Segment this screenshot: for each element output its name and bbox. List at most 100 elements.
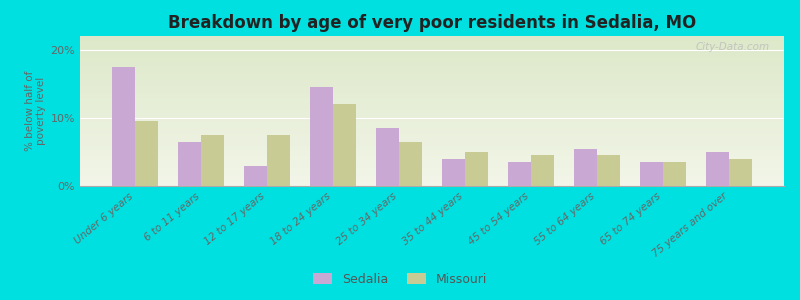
Bar [80,111,784,112]
Bar [80,40,784,42]
Bar [80,85,784,87]
Bar [80,123,784,124]
Bar [80,112,784,114]
Bar [80,98,784,99]
Bar [80,64,784,66]
Bar [80,56,784,57]
Bar [80,140,784,141]
Bar [80,52,784,54]
Bar [80,68,784,69]
Bar [80,46,784,48]
Bar [80,156,784,158]
Bar [80,167,784,168]
Bar [80,80,784,81]
Bar [80,148,784,150]
Bar [80,105,784,106]
Bar [80,141,784,142]
Bar [80,51,784,52]
Bar [80,120,784,122]
Bar [80,92,784,93]
Bar [597,155,620,186]
Bar [80,178,784,180]
Bar [80,183,784,184]
Bar [508,162,531,186]
Bar [80,100,784,102]
Bar [178,142,201,186]
Bar [112,67,135,186]
Bar [267,135,290,186]
Bar [80,150,784,152]
Bar [80,58,784,60]
Bar [80,126,784,128]
Bar [80,160,784,162]
Bar [80,42,784,44]
Bar [80,129,784,130]
Bar [80,76,784,78]
Bar [80,99,784,100]
Bar [80,72,784,74]
Bar [80,78,784,80]
Bar [135,121,158,186]
Bar [80,48,784,50]
Bar [80,90,784,92]
Bar [80,171,784,172]
Bar [399,142,422,186]
Bar [80,152,784,153]
Text: City-Data.com: City-Data.com [696,42,770,52]
Bar [80,114,784,116]
Bar [201,135,224,186]
Bar [333,104,356,186]
Bar [80,81,784,82]
Bar [80,50,784,51]
Bar [80,110,784,111]
Bar [80,39,784,40]
Bar [80,75,784,76]
Bar [80,176,784,177]
Bar [80,153,784,154]
Bar [80,169,784,171]
Bar [80,103,784,105]
Bar [574,148,597,186]
Bar [80,182,784,183]
Bar [80,82,784,84]
Bar [80,154,784,156]
Y-axis label: % below half of
poverty level: % below half of poverty level [25,71,46,151]
Bar [531,155,554,186]
Bar [80,106,784,108]
Bar [80,94,784,96]
Bar [80,66,784,68]
Bar [80,45,784,46]
Bar [80,142,784,144]
Bar [80,136,784,138]
Bar [80,93,784,94]
Bar [663,162,686,186]
Bar [706,152,729,186]
Bar [80,102,784,104]
Bar [80,174,784,176]
Bar [80,57,784,58]
Bar [80,158,784,159]
Bar [80,162,784,164]
Bar [80,69,784,70]
Bar [80,84,784,86]
Bar [80,135,784,136]
Bar [640,162,663,186]
Bar [80,144,784,146]
Bar [80,60,784,61]
Bar [80,117,784,118]
Legend: Sedalia, Missouri: Sedalia, Missouri [308,268,492,291]
Bar [80,138,784,140]
Bar [729,159,752,186]
Bar [80,118,784,120]
Bar [80,38,784,39]
Bar [80,146,784,147]
Bar [80,87,784,88]
Bar [80,116,784,117]
Bar [310,87,333,186]
Bar [80,177,784,178]
Bar [80,168,784,170]
Bar [80,130,784,132]
Title: Breakdown by age of very poor residents in Sedalia, MO: Breakdown by age of very poor residents … [168,14,696,32]
Bar [80,44,784,45]
Bar [80,108,784,110]
